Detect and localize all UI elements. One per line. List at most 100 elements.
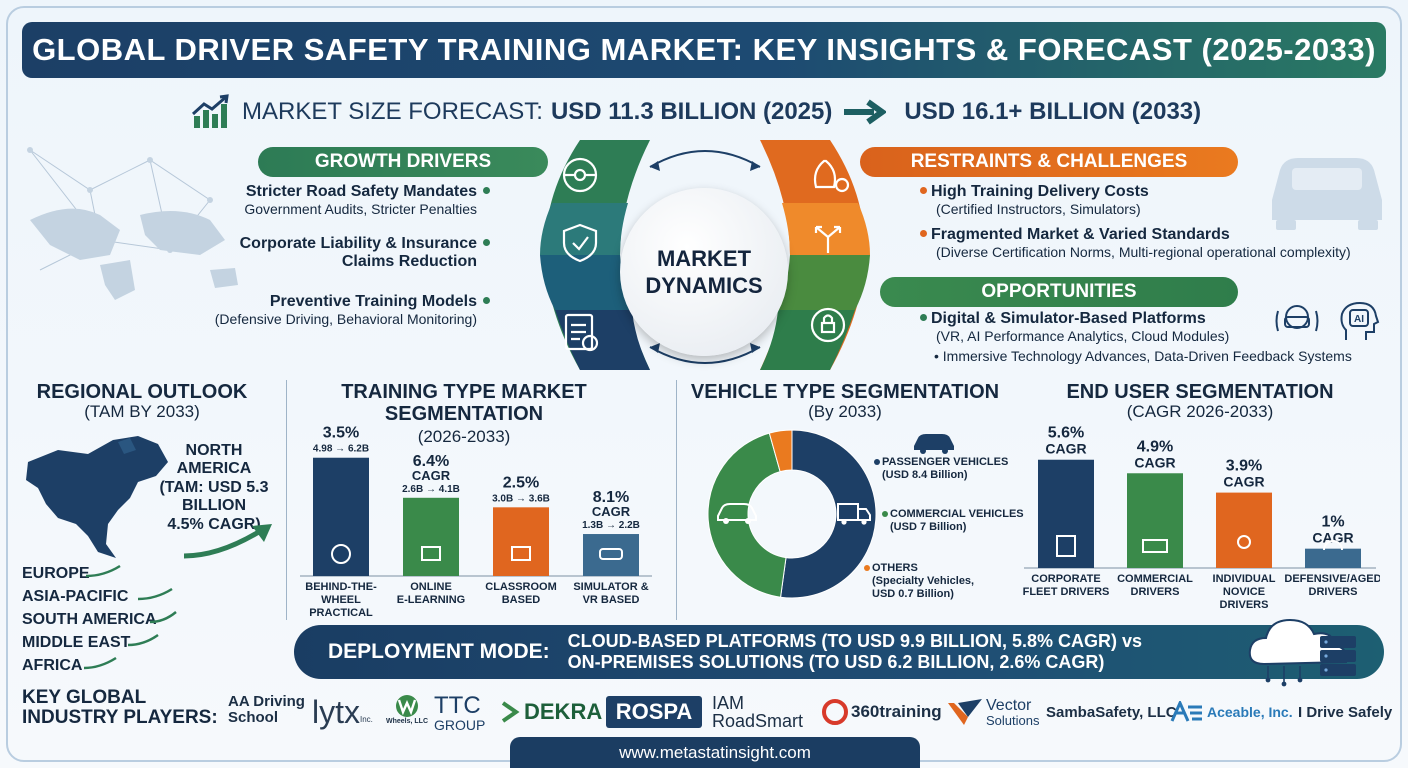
samba-text: SambaSafety, LLC — [1046, 703, 1177, 721]
building-icon — [1056, 535, 1076, 557]
vehicle-chart-title: VEHICLE TYPE SEGMENTATION — [690, 381, 1000, 403]
training-type-chart: 4.98 → 6.2B 3.5% BEHIND-THE-WHEELPRACTICAL… — [300, 425, 652, 619]
logo-idrivesafely: I Drive Safely — [1298, 694, 1392, 730]
laptop-icon — [421, 546, 441, 561]
bar — [1305, 548, 1361, 568]
end-user-header: END USER SEGMENTATION (CAGR 2026-2033) — [1030, 381, 1370, 422]
driver-person-icon — [1237, 535, 1251, 549]
legend-commercial-sub: (USD 7 Billion) — [890, 521, 967, 534]
dekra-text: DEKRA — [524, 699, 603, 724]
legend-others-sub2: USD 0.7 Billion) — [872, 588, 954, 601]
regional-outlook-header: REGIONAL OUTLOOK (TAM BY 2033) — [22, 381, 262, 422]
ai-head-icon: AI — [1340, 301, 1380, 340]
money-bag-icon — [813, 159, 837, 189]
category-label: CLASSROOM — [485, 581, 557, 593]
bar-cagr-label: 6.4% — [413, 453, 449, 470]
growth-driver-item-3: Preventive Training Models (Defensive Dr… — [215, 293, 494, 327]
bar-value-label: 1% — [1321, 514, 1344, 531]
category-label: ONLINE — [410, 581, 452, 593]
region-arrows — [83, 564, 177, 670]
cycle-arrow-top-icon — [649, 150, 761, 168]
legend-others: OTHERS (Specialty Vehicles, USD 0.7 Bill… — [864, 562, 974, 602]
category-label: DRIVERS — [1131, 586, 1180, 598]
growth-driver-3-sub: (Defensive Driving, Behavioral Monitorin… — [214, 311, 477, 327]
restraints-header: RESTRAINTS & CHALLENGES — [860, 147, 1238, 177]
bar-cagr-word: CAGR — [1312, 530, 1353, 546]
growth-driver-1-head: Stricter Road Safety Mandates — [245, 183, 477, 200]
logo-iam-roadsmart: IAM RoadSmart — [712, 694, 803, 730]
vr-headset-icon — [1275, 305, 1319, 332]
car-silhouette-icon — [1272, 158, 1382, 230]
wheels-sub: Wheels, LLC — [386, 718, 429, 725]
vehicle-type-donut — [707, 429, 877, 599]
donut-slice — [707, 432, 787, 598]
market-dynamics-center: MARKET DYNAMICS — [620, 188, 788, 356]
region-item: MIDDLE EAST — [22, 634, 130, 652]
rospa-text: ROSPA — [615, 699, 693, 724]
forecast-label: MARKET SIZE FORECAST: — [242, 98, 543, 125]
na-line-1: NORTH AMERICA — [176, 442, 252, 478]
growth-drivers-header: GROWTH DRIVERS — [258, 147, 548, 177]
logo-vector-solutions: Vector Solutions — [946, 694, 1039, 730]
vector-line-1: Vector — [986, 696, 1032, 714]
aa-line-2: School — [228, 708, 279, 726]
bar-cagr-word: CAGR — [412, 468, 451, 483]
bar-cagr-label: 3.5% — [323, 425, 359, 442]
vehicle-type-header: VEHICLE TYPE SEGMENTATION (By 2033) — [680, 381, 1010, 422]
bar-value-label: 5.6% — [1048, 425, 1084, 442]
bar — [313, 457, 369, 576]
legend-others-label: OTHERS — [872, 562, 918, 574]
na-line-3: BILLION — [182, 497, 246, 515]
training-type-header: TRAINING TYPE MARKET SEGMENTATION (2026-… — [294, 381, 634, 447]
center-line-2: DYNAMICS — [645, 273, 763, 298]
category-label: VR BASED — [583, 594, 640, 606]
category-label: WHEEL — [321, 594, 361, 606]
aa-line-1: AA Driving — [228, 693, 305, 710]
deployment-label: DEPLOYMENT MODE: — [328, 640, 550, 663]
divider — [286, 380, 287, 620]
bar-cagr-label: 2.5% — [503, 474, 539, 491]
dekra-chevron-icon — [501, 701, 520, 723]
logo-ttc-group: TTC GROUP — [434, 694, 485, 733]
restraint-1-sub: (Certified Instructors, Simulators) — [936, 201, 1141, 217]
north-america-callout: NORTH AMERICA (TAM: USD 5.3 BILLION 4.5%… — [148, 442, 280, 534]
players-label: KEY GLOBAL INDUSTRY PLAYERS: — [22, 688, 218, 728]
logo-360training: 360training — [822, 694, 942, 730]
opportunities-header: OPPORTUNITIES — [880, 277, 1238, 307]
growth-driver-3-head: Preventive Training Models — [269, 293, 477, 310]
opportunity-item-1: Digital & Simulator-Based Platforms (VR,… — [920, 310, 1229, 344]
deployment-line-1: CLOUD-BASED PLATFORMS (TO USD 9.9 BILLIO… — [567, 631, 1143, 652]
category-label: CORPORATE — [1031, 573, 1100, 585]
iam-line-2: RoadSmart — [712, 711, 804, 731]
bar-cagr-word: CAGR — [1134, 454, 1175, 470]
growth-driver-2-head2: Claims Reduction — [341, 253, 477, 270]
sedan-icon — [914, 434, 954, 454]
growth-chart-icon — [191, 94, 229, 128]
website-url[interactable]: www.metastatinsight.com — [510, 737, 920, 768]
category-label: COMMERCIAL — [1117, 573, 1193, 585]
market-size-forecast: MARKET SIZE FORECAST: USD 11.3 BILLION (… — [190, 94, 1210, 130]
growth-driver-1-sub: Government Audits, Stricter Penalties — [244, 201, 477, 217]
growth-driver-item-1: Stricter Road Safety Mandates Government… — [244, 183, 494, 217]
training-chart-subtitle: (2026-2033) — [417, 427, 511, 446]
training360-text: 360training — [851, 702, 942, 721]
restraint-2-sub: (Diverse Certification Norms, Multi-regi… — [936, 244, 1351, 260]
training-chart-title: TRAINING TYPE MARKET SEGMENTATION — [341, 381, 587, 425]
bar — [1127, 473, 1183, 568]
donut-slice — [768, 429, 793, 473]
bar-range-label: 1.3B → 2.2B — [582, 520, 640, 531]
region-item: AFRICA — [22, 657, 82, 675]
growth-drivers-title: GROWTH DRIVERS — [314, 151, 492, 172]
restraint-2-head: Fragmented Market & Varied Standards — [931, 226, 1230, 243]
idrive-text: I Drive Safely — [1298, 703, 1393, 721]
players-label-1: KEY GLOBAL — [22, 687, 147, 708]
forecast-2025: USD 11.3 BILLION (2025) — [550, 98, 833, 125]
opportunities-title: OPPORTUNITIES — [981, 281, 1137, 302]
bar — [1216, 492, 1272, 568]
steering-wheel-icon — [331, 544, 351, 564]
cycle-arrow-bottom-icon — [649, 346, 761, 364]
split-arrows-icon — [814, 225, 842, 253]
bar-value-label: 4.9% — [1137, 438, 1173, 455]
lytx-text: lytx — [312, 693, 360, 730]
logo-dekra: DEKRA — [500, 694, 602, 730]
